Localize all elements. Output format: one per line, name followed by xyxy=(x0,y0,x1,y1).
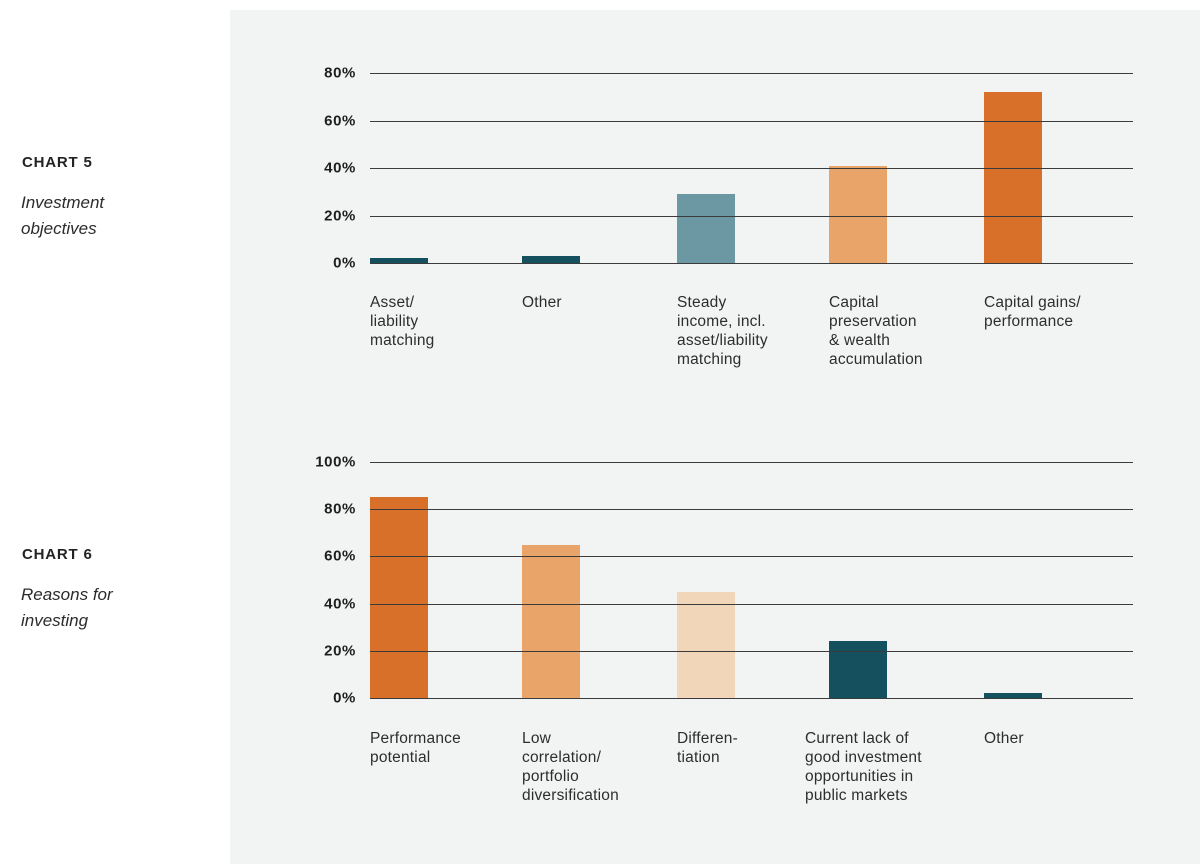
bar-chart6-3 xyxy=(677,591,735,698)
category-label: Asset/ liability matching xyxy=(370,294,435,349)
chart6-caption-label: CHART 6 xyxy=(22,546,93,563)
y-axis-tick-label: 40% xyxy=(324,595,356,613)
bar-chart6-2 xyxy=(522,544,580,698)
chart5-caption-label: CHART 5 xyxy=(22,154,93,171)
gridline xyxy=(370,263,1133,264)
category-label: Low correlation/ portfolio diversificati… xyxy=(522,730,619,804)
category-label: Other xyxy=(522,294,562,311)
y-axis-tick-label: 20% xyxy=(324,207,356,224)
bar-chart5-5 xyxy=(984,92,1042,263)
category-label: Steady income, incl. asset/liability mat… xyxy=(677,294,768,368)
y-axis-tick-label: 0% xyxy=(333,254,356,272)
y-axis-tick-label: 0% xyxy=(333,689,356,707)
bar-chart6-1 xyxy=(370,497,428,698)
bar-chart5-3 xyxy=(677,194,735,263)
bar-chart5-2 xyxy=(522,255,580,263)
chart5-caption-title: Investment objectives xyxy=(21,193,105,238)
y-axis-tick-label: 100% xyxy=(315,453,356,471)
gridline xyxy=(370,73,1133,74)
category-label: Performance potential xyxy=(370,730,461,766)
gridline xyxy=(370,603,1133,605)
category-label: Capital preservation & wealth accumulati… xyxy=(829,294,923,368)
y-axis-tick-label: 80% xyxy=(324,64,356,82)
y-axis-tick-label: 60% xyxy=(324,547,356,565)
gridline xyxy=(370,462,1133,463)
bar-chart6-5 xyxy=(984,693,1042,698)
category-label: Capital gains/ performance xyxy=(984,294,1081,330)
category-label: Differen- tiation xyxy=(677,730,738,766)
chart5-plot-area: 0% 20% 40% 60% 80% Asset/ liability matching O… xyxy=(324,65,1133,368)
gridline xyxy=(370,698,1133,699)
category-label: Current lack of good investment opportun… xyxy=(805,730,922,804)
y-axis-tick-label: 80% xyxy=(324,500,356,518)
gridline xyxy=(370,120,1133,122)
category-label: Other xyxy=(984,730,1024,747)
gridline xyxy=(370,650,1133,652)
y-axis-tick-label: 20% xyxy=(324,642,356,660)
bar-chart5-1 xyxy=(370,258,428,263)
gridline xyxy=(370,215,1133,217)
gridline xyxy=(370,509,1133,511)
y-axis-tick-label: 60% xyxy=(324,112,356,129)
gridline xyxy=(370,168,1133,169)
chart6-plot-area: 0% 20% 40% 60% 80% 100% Performance potential L… xyxy=(315,454,1133,804)
y-axis-tick-label: 40% xyxy=(324,159,356,177)
gridline xyxy=(370,556,1133,558)
chart6-caption-title: Reasons for investing xyxy=(21,585,113,630)
bar-chart5-4 xyxy=(829,165,887,263)
